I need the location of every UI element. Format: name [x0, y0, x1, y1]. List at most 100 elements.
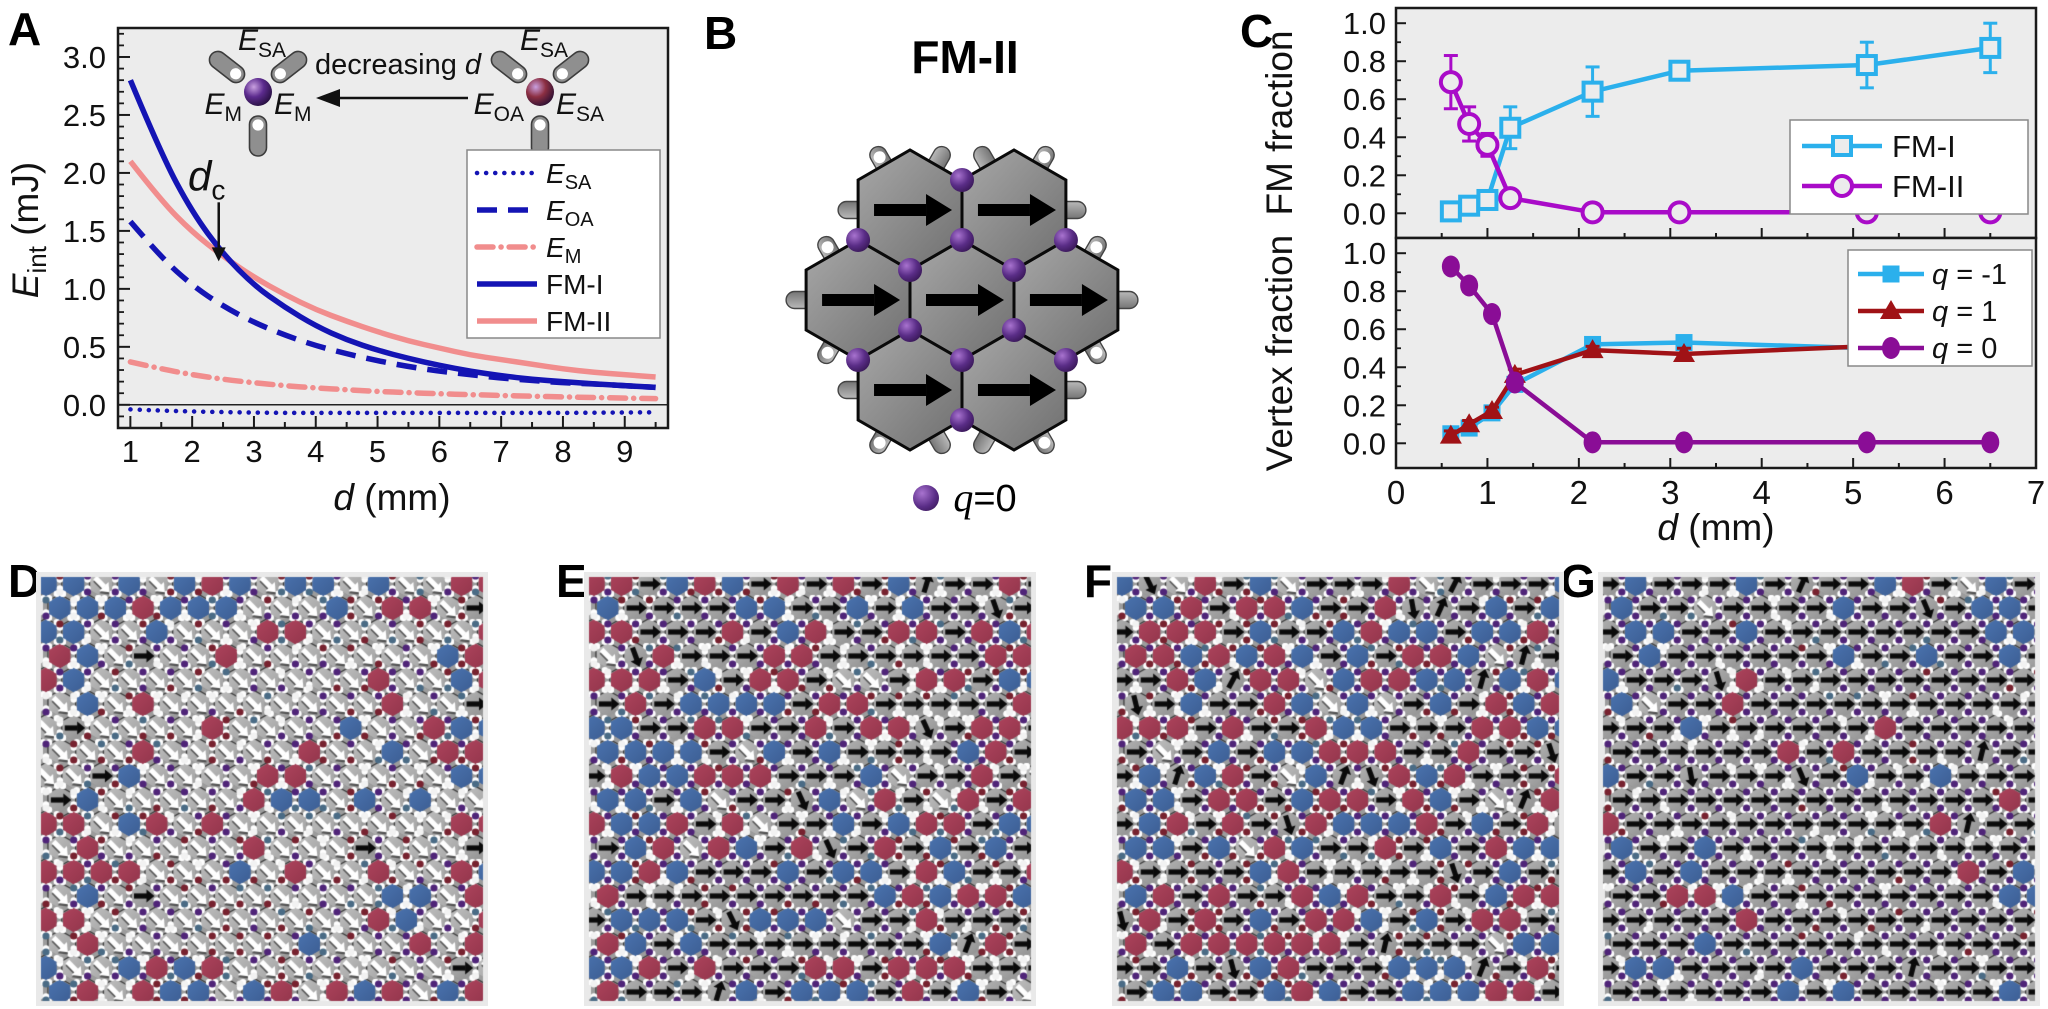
decreasing-d-arrow-icon	[316, 89, 340, 107]
trimer-left: ESA EM EM	[204, 24, 312, 157]
panel-label-c: C	[1240, 5, 1274, 57]
q0-vertex-spheres	[846, 168, 1078, 432]
svg-text:0.8: 0.8	[1343, 274, 1386, 309]
svg-text:EOA: EOA	[474, 88, 524, 126]
panel-b-fm2-diagram	[785, 145, 1139, 455]
panel-label-d: D	[8, 555, 42, 607]
panel-d-lattice-image	[36, 572, 488, 1006]
svg-text:ESA: ESA	[520, 24, 568, 62]
svg-text:5: 5	[369, 434, 386, 469]
svg-text:5: 5	[1844, 474, 1862, 511]
svg-text:1.0: 1.0	[63, 272, 106, 307]
svg-text:EM: EM	[546, 232, 581, 268]
svg-text:EM: EM	[274, 88, 312, 126]
moment-arrow-icon	[1029, 284, 1108, 316]
svg-text:4: 4	[307, 434, 324, 469]
svg-text:3.0: 3.0	[63, 40, 106, 75]
panel-b-legend: q=0	[700, 474, 1230, 521]
fm2-hexagons	[804, 148, 1120, 452]
moment-arrow-icon	[874, 194, 953, 226]
dc-annotation: dc	[188, 152, 226, 262]
svg-text:7: 7	[2027, 474, 2045, 511]
svg-text:2: 2	[1570, 474, 1588, 511]
svg-text:2: 2	[184, 434, 201, 469]
svg-text:dc: dc	[188, 152, 225, 205]
svg-text:ESA: ESA	[556, 88, 604, 126]
svg-text:FM-II: FM-II	[1892, 169, 1964, 204]
q0-sphere-icon	[913, 484, 940, 511]
svg-text:FM-I: FM-I	[546, 269, 604, 300]
svg-text:0.6: 0.6	[1343, 312, 1386, 347]
svg-text:4: 4	[1753, 474, 1771, 511]
svg-text:2.5: 2.5	[63, 98, 106, 133]
svg-text:1: 1	[1478, 474, 1496, 511]
panel-c-xlabel: d (mm)	[1657, 507, 1774, 548]
svg-text:2.0: 2.0	[63, 156, 106, 191]
svg-text:1.0: 1.0	[1343, 6, 1386, 41]
moment-arrow-icon	[977, 374, 1056, 406]
trimer-right: ESA EOA ESA	[474, 24, 604, 157]
svg-text:0.0: 0.0	[1343, 426, 1386, 461]
svg-text:0.0: 0.0	[63, 388, 106, 423]
series-e_sa	[128, 407, 658, 416]
svg-text:0.2: 0.2	[1343, 388, 1386, 423]
svg-text:q = 0: q = 0	[1932, 333, 1997, 365]
svg-text:q = 1: q = 1	[1932, 296, 1997, 328]
svg-text:0: 0	[1387, 474, 1405, 511]
panel-c-fraction-charts: 0.00.20.40.60.81.0FM fraction FM-IFM-II0 1…	[1259, 6, 2045, 548]
svg-text:ESA: ESA	[546, 158, 592, 194]
svg-text:6: 6	[431, 434, 448, 469]
svg-text:EM: EM	[204, 88, 242, 126]
svg-text:0.6: 0.6	[1343, 82, 1386, 117]
svg-text:3: 3	[245, 434, 262, 469]
moment-arrow-icon	[874, 374, 953, 406]
panel-b-title: FM-II	[911, 31, 1019, 83]
panel-a-inset-diagram: ESA EM EM ESA EOA ESA decreasing d	[204, 24, 604, 157]
svg-text:7: 7	[493, 434, 510, 469]
svg-text:3: 3	[1661, 474, 1679, 511]
panel-label-b: B	[704, 7, 738, 59]
panel-f-lattice-image	[1112, 572, 1564, 1006]
panel-c-legend-0: FM-I FM-II	[1789, 119, 2029, 215]
svg-text:FM-II: FM-II	[546, 306, 611, 337]
panel-a-axes: 1 2 3 4 5 6 7 8 9 0.0 0.5 1.0 1.5 2.0 2.5 3.0 d (mm) Eint…	[5, 32, 657, 518]
svg-text:0.4: 0.4	[1343, 350, 1386, 385]
svg-text:1.5: 1.5	[63, 214, 106, 249]
svg-text:FM-I: FM-I	[1892, 129, 1956, 164]
svg-text:EOA: EOA	[546, 195, 594, 231]
moment-arrow-icon	[822, 284, 901, 316]
series-e_m	[127, 359, 659, 402]
panel-label-f: F	[1084, 555, 1113, 607]
panel-g-lattice-image	[1598, 572, 2040, 1006]
svg-text:0.8: 0.8	[1343, 44, 1386, 79]
panel-e-lattice-image	[584, 572, 1036, 1006]
ylabel-0: FM fraction	[1259, 30, 1300, 215]
svg-text:0.0: 0.0	[1343, 196, 1386, 231]
decreasing-d-label: decreasing d	[315, 49, 482, 81]
panel-c-legend-1: q = -1 q = 1 q = 0	[1847, 249, 2033, 367]
svg-text:6: 6	[1935, 474, 1953, 511]
svg-text:1: 1	[122, 434, 139, 469]
moment-arrow-icon	[926, 284, 1004, 316]
panel-label-e: E	[556, 555, 587, 607]
panel-label-a: A	[8, 3, 42, 55]
panel-label-g: G	[1560, 555, 1596, 607]
svg-text:0.5: 0.5	[63, 330, 106, 365]
svg-text:q = -1: q = -1	[1932, 259, 2007, 291]
svg-text:0.2: 0.2	[1343, 158, 1386, 193]
q0-legend-label: q=0	[953, 475, 1017, 520]
series-q=0	[1441, 255, 2000, 454]
panel-a-xlabel: d (mm)	[333, 477, 450, 518]
ylabel-1: Vertex fraction	[1259, 235, 1300, 472]
panel-a-ylabel: Eint (mJ)	[5, 162, 52, 298]
series-FM-I	[1439, 21, 2002, 223]
svg-text:0.4: 0.4	[1343, 120, 1386, 155]
svg-text:1.0: 1.0	[1343, 236, 1386, 271]
svg-text:9: 9	[616, 434, 633, 469]
svg-text:ESA: ESA	[238, 24, 286, 62]
svg-text:8: 8	[554, 434, 571, 469]
moment-arrow-icon	[977, 194, 1056, 226]
